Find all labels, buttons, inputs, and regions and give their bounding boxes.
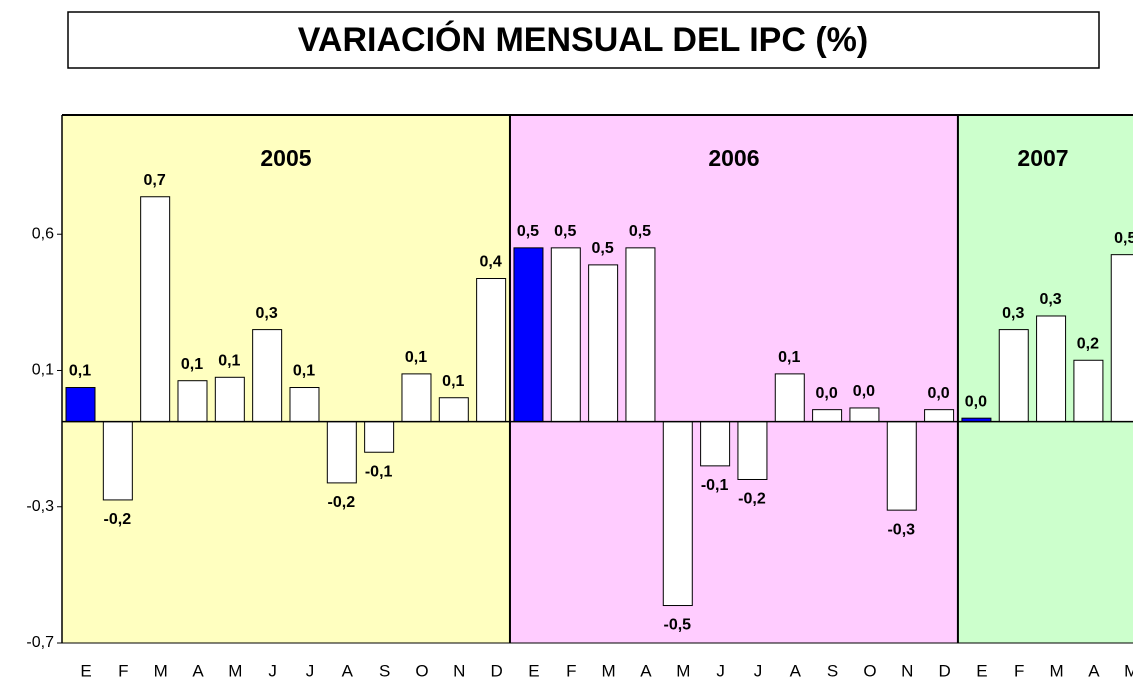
value-label: 0,2 — [1077, 335, 1099, 352]
value-label: 0,1 — [181, 356, 203, 373]
x-tick-label: S — [827, 661, 838, 680]
bar — [252, 329, 283, 423]
value-label: -0,2 — [104, 511, 132, 528]
x-tick-label: M — [1124, 661, 1133, 680]
value-label: -0,2 — [738, 491, 766, 508]
year-background — [62, 115, 510, 643]
value-label: 0,1 — [442, 373, 464, 390]
value-label: 0,5 — [629, 223, 651, 240]
x-tick-label: S — [379, 661, 390, 680]
value-label: 0,1 — [69, 363, 91, 380]
x-tick-label: M — [154, 661, 168, 680]
x-tick-label: A — [342, 661, 354, 680]
value-label: -0,2 — [328, 494, 356, 511]
value-label: 0,1 — [405, 349, 427, 366]
x-tick-label: A — [640, 661, 652, 680]
x-tick-label: N — [901, 661, 913, 680]
bar — [177, 380, 208, 423]
bar — [289, 387, 320, 423]
x-tick-label: O — [863, 661, 876, 680]
bar — [812, 409, 843, 423]
bar — [438, 397, 469, 423]
x-tick-label: A — [790, 661, 802, 680]
x-tick-label: M — [676, 661, 690, 680]
x-tick-label: A — [1088, 661, 1100, 680]
bar — [886, 421, 917, 511]
x-tick-label: E — [528, 661, 539, 680]
value-label: -0,5 — [663, 617, 691, 634]
value-label: 0,0 — [853, 383, 875, 400]
y-tick-label: -0,7 — [26, 634, 54, 651]
value-label: 0,0 — [927, 385, 949, 402]
x-tick-label: F — [1014, 661, 1024, 680]
bar — [65, 387, 96, 423]
x-tick-label: J — [306, 661, 315, 680]
title-box — [67, 11, 1100, 69]
x-tick-label: F — [566, 661, 576, 680]
year-background — [509, 115, 958, 643]
bar — [924, 409, 955, 423]
value-label: 0,1 — [293, 363, 315, 380]
value-label: 0,5 — [1114, 230, 1133, 247]
bar — [737, 421, 768, 480]
year-label: 2006 — [708, 145, 759, 171]
value-label: -0,1 — [701, 477, 729, 494]
bar — [364, 421, 395, 453]
bar — [700, 421, 731, 467]
x-tick-label: M — [602, 661, 616, 680]
value-label: 0,1 — [218, 353, 240, 370]
value-label: 0,7 — [144, 172, 166, 189]
bar — [550, 247, 581, 423]
value-label: 0,4 — [480, 254, 502, 271]
bar — [1110, 254, 1133, 423]
chart-title: VARIACIÓN MENSUAL DEL IPC (%) — [298, 21, 868, 59]
value-label: 0,5 — [517, 223, 539, 240]
x-tick-label: D — [490, 661, 502, 680]
x-tick-label: E — [80, 661, 91, 680]
bar — [476, 278, 507, 423]
x-tick-label: M — [1049, 661, 1063, 680]
y-tick-label: -0,3 — [26, 498, 54, 515]
bar — [662, 421, 693, 607]
bar — [588, 264, 619, 423]
bar — [214, 376, 245, 423]
x-tick-label: M — [228, 661, 242, 680]
value-label: 0,3 — [1002, 305, 1024, 322]
bar — [513, 247, 544, 423]
x-tick-label: E — [976, 661, 987, 680]
value-label: 0,5 — [591, 240, 613, 257]
x-tick-label: N — [453, 661, 465, 680]
bar — [625, 247, 656, 423]
bar — [326, 421, 357, 484]
value-label: 0,3 — [1039, 291, 1061, 308]
value-label: 0,5 — [554, 223, 576, 240]
value-label: 0,0 — [815, 385, 837, 402]
value-label: 0,3 — [256, 305, 278, 322]
bar — [774, 373, 805, 423]
year-label: 2005 — [260, 145, 311, 171]
value-label: 0,1 — [778, 349, 800, 366]
year-label: 2007 — [1017, 145, 1068, 171]
value-label: 0,0 — [965, 393, 987, 410]
bar — [401, 373, 432, 423]
bar — [998, 329, 1029, 423]
plot: 2005 2006 2007 -0,7 -0,3 0,1 0,6 0,1 E -0,2 F 0,7 M 0… — [26, 114, 1133, 680]
y-tick-label: 0,1 — [32, 362, 54, 379]
bar — [1036, 315, 1067, 423]
bar — [1073, 359, 1104, 423]
x-tick-label: J — [268, 661, 277, 680]
bar — [849, 407, 880, 423]
x-tick-label: J — [716, 661, 725, 680]
x-tick-label: J — [754, 661, 763, 680]
x-tick-label: D — [938, 661, 950, 680]
bar — [140, 196, 171, 423]
x-tick-label: F — [118, 661, 128, 680]
bar — [102, 421, 133, 501]
x-tick-label: A — [192, 661, 204, 680]
x-tick-label: O — [415, 661, 428, 680]
value-label: -0,1 — [365, 463, 393, 480]
value-label: -0,3 — [887, 521, 915, 538]
y-tick-label: 0,6 — [32, 225, 54, 242]
